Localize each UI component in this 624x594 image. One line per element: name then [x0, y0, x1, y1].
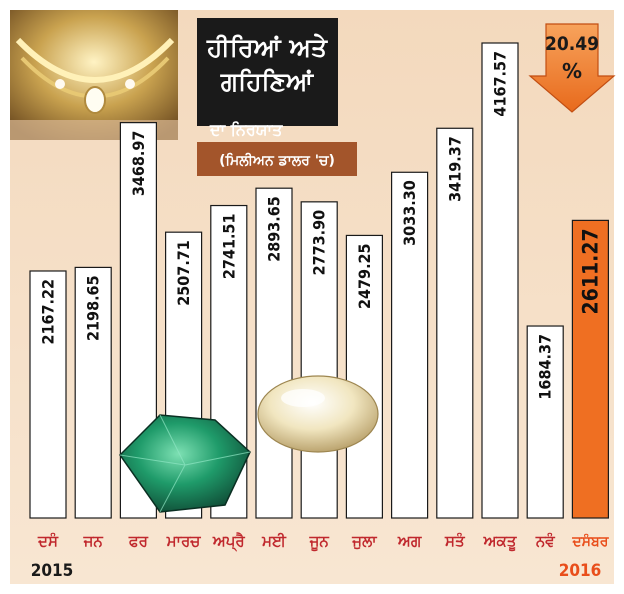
category-label-5: ਮਈ — [261, 532, 287, 550]
title-line2: ਗਹਿਣਿਆਂ — [220, 67, 315, 96]
bar-value-label-3: 2507.71 — [174, 240, 193, 306]
category-label-12: ਦਸੰਬਰ — [571, 532, 609, 550]
category-label-11: ਨਵੰ — [535, 531, 555, 550]
pearl-image — [257, 375, 379, 453]
bar-value-label-4: 2741.51 — [219, 214, 238, 280]
bars-layer: 2167.22 2198.65 3468.97 2507.71 2741.51 2893.… — [29, 42, 610, 519]
category-label-1: ਜਨ — [83, 532, 104, 550]
bar-7 — [345, 234, 383, 519]
bar-11 — [526, 325, 564, 519]
category-label-0: ਦਸੰ — [37, 531, 59, 550]
change-value: 20.49 — [545, 33, 599, 55]
category-label-2: ਫਰ — [128, 532, 149, 550]
emerald-image — [119, 414, 251, 513]
subtitle: ਦਾ ਨਿਰਯਾਤ — [209, 120, 283, 139]
bar-9 — [436, 127, 474, 519]
category-label-8: ਅਗ — [397, 532, 422, 550]
bar-1 — [74, 266, 112, 519]
year-start-label: 2015 — [31, 561, 74, 581]
bar-value-label-11: 1684.37 — [536, 334, 555, 400]
bar-value-label-8: 3033.30 — [400, 180, 419, 246]
category-label-4: ਅਪ੍ਰੈ — [212, 532, 246, 553]
bar-value-label-2: 3468.97 — [129, 131, 148, 197]
bar-5 — [255, 187, 293, 519]
unit-box — [197, 142, 357, 176]
title-box — [197, 18, 338, 126]
bar-value-label-5: 2893.65 — [265, 196, 284, 262]
bar-6 — [300, 201, 338, 519]
bar-value-label-7: 2479.25 — [355, 243, 374, 309]
category-label-10: ਅਕਤੂ — [483, 532, 518, 551]
category-labels: ਦਸੰ ਜਨ ਫਰ ਮਾਰਚ ਅਪ੍ਰੈ ਮਈ ਜੂਨ ਜੁਲਾ ਅਗ ਸਤੰ ਅਕਤੂ ਨਵੰ ਦਸੰ… — [37, 531, 610, 553]
category-label-7: ਜੁਲਾ — [351, 532, 377, 550]
category-label-3: ਮਾਰਚ — [166, 532, 201, 550]
necklace-image — [10, 10, 178, 140]
bar-10 — [481, 42, 519, 519]
title-line1: ਹੀਰਿਆਂ ਅਤੇ — [206, 33, 328, 62]
bar-0 — [29, 270, 67, 519]
bar-12 — [571, 219, 610, 519]
bar-value-label-1: 2198.65 — [84, 275, 103, 341]
title-block: ਹੀਰਿਆਂ ਅਤੇ ਗਹਿਣਿਆਂ ਦਾ ਨਿਰਯਾਤ (ਮਿਲੀਅਨ ਡਾਲ… — [197, 18, 357, 176]
bar-value-label-0: 2167.22 — [39, 279, 58, 345]
category-label-9: ਸਤੰ — [444, 531, 466, 550]
decrease-arrow-icon: 20.49 % — [528, 23, 616, 113]
unit-label: (ਮਿਲੀਅਨ ਡਾਲਰ 'ਚ) — [219, 152, 335, 169]
bar-value-label-6: 2773.90 — [310, 210, 329, 276]
bar-value-label-9: 3419.37 — [445, 136, 464, 202]
bar-value-label-12: 2611.27 — [578, 228, 602, 314]
change-percent: % — [562, 59, 582, 83]
category-label-6: ਜੂਨ — [309, 532, 330, 551]
bar-8 — [391, 171, 429, 519]
bar-value-label-10: 4167.57 — [491, 51, 510, 117]
year-end-label: 2016 — [559, 561, 602, 581]
